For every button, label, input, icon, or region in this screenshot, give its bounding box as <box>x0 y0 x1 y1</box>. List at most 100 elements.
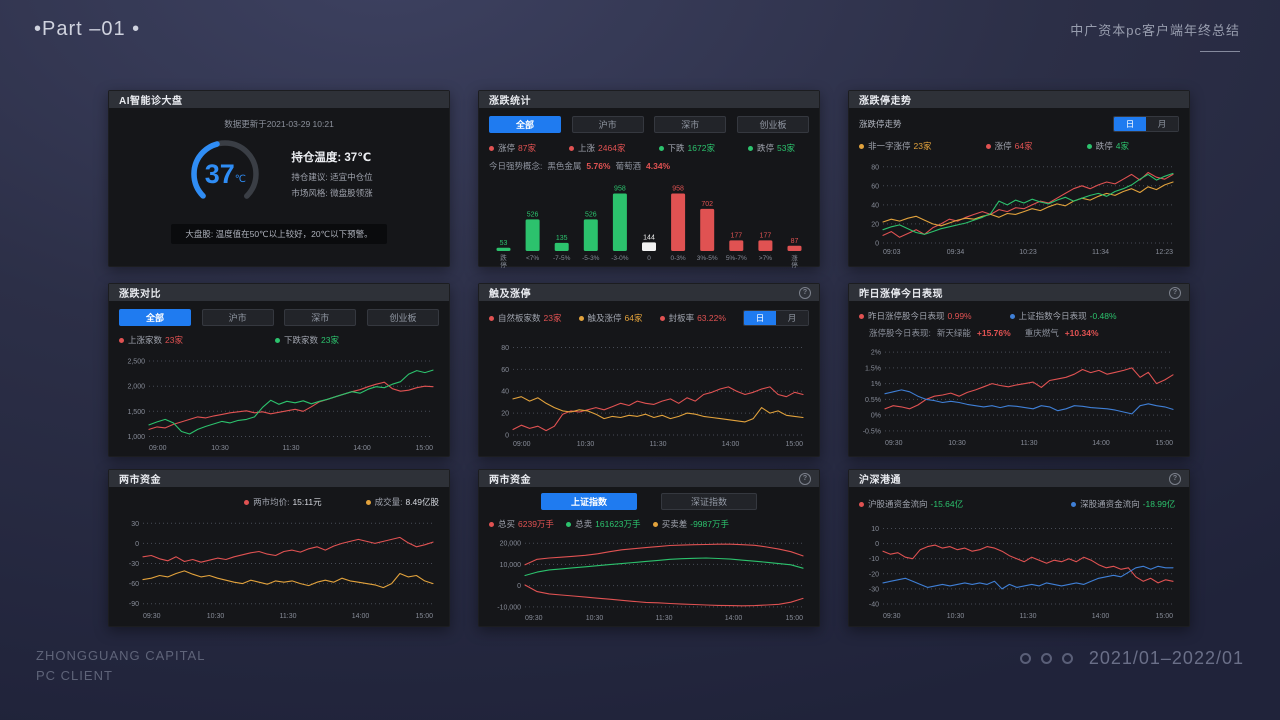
tab-all[interactable]: 全部 <box>489 116 561 133</box>
svg-text:10:30: 10:30 <box>211 445 229 452</box>
svg-text:-10,000: -10,000 <box>497 604 521 611</box>
svg-text:14:00: 14:00 <box>352 613 370 620</box>
svg-text:2,000: 2,000 <box>127 384 145 391</box>
tab-chinext[interactable]: 创业板 <box>366 309 439 326</box>
svg-text:09:34: 09:34 <box>947 249 965 256</box>
svg-text:0: 0 <box>505 433 509 440</box>
svg-text:177: 177 <box>760 232 772 239</box>
legend-touch-limit: 触及涨停 64家 <box>578 312 643 324</box>
legend-dot <box>859 143 864 149</box>
panel-ai-diagnosis: AI智能诊大盘 数据更新于2021-03-29 10:21 37 ℃ 持仓温度:… <box>108 90 450 267</box>
toggle-day[interactable]: 日 <box>743 311 776 325</box>
legend-dot <box>566 521 572 527</box>
legend-limit-down: 跌停 4家 <box>1086 140 1129 152</box>
svg-text:10:30: 10:30 <box>207 613 225 620</box>
tab-chinext[interactable]: 创业板 <box>736 116 809 133</box>
market-style: 市场风格: 微盘股领涨 <box>291 188 373 198</box>
legend-dot <box>119 337 124 343</box>
svg-text:0.5%: 0.5% <box>865 397 881 404</box>
svg-text:20,000: 20,000 <box>500 541 522 548</box>
svg-text:2%: 2% <box>871 350 881 357</box>
svg-text:60: 60 <box>871 183 879 190</box>
period-toggle: 日 月 <box>742 310 809 326</box>
svg-text:11:30: 11:30 <box>656 615 673 622</box>
panel-limit-trend: 涨跌停走势 涨跌停走势 日 月 非一字涨停 23家 涨停 64家 跌停 4家 0 20 4… <box>848 90 1190 267</box>
svg-text:0: 0 <box>875 241 879 248</box>
svg-text:80: 80 <box>871 164 879 171</box>
svg-text:09:30: 09:30 <box>143 613 161 620</box>
svg-text:0: 0 <box>517 583 521 590</box>
tab-szse-index[interactable]: 深证指数 <box>661 493 757 510</box>
svg-text:涨: 涨 <box>791 253 798 262</box>
svg-text:11:34: 11:34 <box>1092 249 1109 256</box>
panel-title: 两市资金 <box>489 475 531 486</box>
tab-shenzhen[interactable]: 深市 <box>654 116 727 133</box>
svg-text:11:30: 11:30 <box>280 613 297 620</box>
svg-text:-0.5%: -0.5% <box>863 428 881 435</box>
footer-brand: ZHONGGUANG CAPITAL PC CLIENT <box>36 648 206 684</box>
svg-text:5%-7%: 5%-7% <box>726 255 747 262</box>
legend-yesterday-limit: 昨日涨停股今日表现 0.99% <box>859 310 972 322</box>
svg-text:10: 10 <box>871 526 879 533</box>
tab-shenzhen[interactable]: 深市 <box>284 309 357 326</box>
svg-text:15:00: 15:00 <box>785 615 803 622</box>
gauge-arc <box>191 140 260 208</box>
part-title: •Part –01 • <box>34 18 141 40</box>
legend-limit-up: 涨停 64家 <box>985 140 1033 152</box>
svg-text:0: 0 <box>875 541 879 548</box>
info-icon[interactable]: ? <box>799 472 811 485</box>
legend-advancers: 上涨家数 23家 <box>119 334 183 346</box>
svg-text:10:30: 10:30 <box>586 615 604 622</box>
svg-text:14:00: 14:00 <box>1092 613 1110 620</box>
svg-text:958: 958 <box>672 186 684 193</box>
page-subtitle: 中广资本pc客户端年终总结 <box>1070 23 1240 38</box>
svg-text:10,000: 10,000 <box>500 562 522 569</box>
svg-text:0-3%: 0-3% <box>671 255 686 262</box>
stat-decliners: 下跌 1672家 <box>658 142 715 154</box>
tab-shanghai[interactable]: 沪市 <box>571 116 644 133</box>
svg-text:1,500: 1,500 <box>127 409 145 416</box>
tab-shanghai[interactable]: 沪市 <box>201 309 274 326</box>
legend-dot <box>365 499 371 505</box>
svg-text:1%: 1% <box>871 381 881 388</box>
legend-dot <box>489 315 494 321</box>
date-range: 2021/01–2022/01 <box>1088 648 1244 668</box>
svg-text:2,500: 2,500 <box>127 359 145 366</box>
info-icon[interactable]: ? <box>1169 472 1181 485</box>
distribution-bar-chart: 53 跌停 526 <7% 135 -7-5% 526 -5-3% 958 -3-0% 144 0 95… <box>496 186 802 269</box>
svg-text:09:30: 09:30 <box>525 615 543 622</box>
legend-szse-index: 上证指数今日表现 -0.48% <box>1009 310 1117 322</box>
legend-dot <box>274 337 280 343</box>
svg-text:停: 停 <box>791 260 798 269</box>
toggle-month[interactable]: 月 <box>775 311 808 325</box>
info-icon[interactable]: ? <box>1169 286 1181 299</box>
yesterday-limit-line-chart: 2% 1.5% 1% 0.5% 0% -0.5% 09:30 10:30 11:30 14:00 1… <box>863 350 1174 447</box>
tab-sse-index[interactable]: 上证指数 <box>541 493 637 510</box>
tab-all[interactable]: 全部 <box>119 309 191 326</box>
svg-text:14:00: 14:00 <box>725 615 743 622</box>
svg-text:15:00: 15:00 <box>785 441 803 448</box>
stock-change: +15.76% <box>976 328 1011 338</box>
legend-sz-connect: 深股通资金流向 -18.99亿 <box>1071 498 1175 510</box>
toggle-month[interactable]: 月 <box>1146 117 1178 131</box>
svg-text:60: 60 <box>501 367 509 374</box>
market-tabs: 全部 沪市 深市 创业板 <box>489 116 809 133</box>
svg-text:1,000: 1,000 <box>127 434 145 441</box>
data-updated-label: 数据更新于2021-03-29 10:21 <box>224 119 334 129</box>
svg-text:1.5%: 1.5% <box>865 365 881 372</box>
legend-dot <box>652 521 658 527</box>
svg-text:3%-5%: 3%-5% <box>697 255 718 262</box>
panel-market-funds-left: 两市资金 两市均价: 15:11元 成交量: 8.49亿股 30 0 -30 -60 -90… <box>108 469 450 627</box>
index-tabs: 上证指数 深证指数 <box>489 493 809 510</box>
legend-dot <box>578 315 584 321</box>
svg-text:526: 526 <box>585 211 597 218</box>
svg-text:-3-0%: -3-0% <box>611 255 629 262</box>
info-icon[interactable]: ? <box>799 286 811 299</box>
panel-updown-compare: 涨跌对比 全部 沪市 深市 创业板 上涨家数 23家 下跌家数 23家 1,000 1… <box>108 283 450 457</box>
toggle-day[interactable]: 日 <box>1114 117 1146 131</box>
svg-text:11:30: 11:30 <box>650 441 667 448</box>
panel-title: 昨日涨停今日表现 <box>859 289 943 300</box>
pagination-dot <box>1061 653 1073 664</box>
stock-name: 新天绿能 <box>936 328 971 338</box>
legend-dot <box>859 313 864 319</box>
